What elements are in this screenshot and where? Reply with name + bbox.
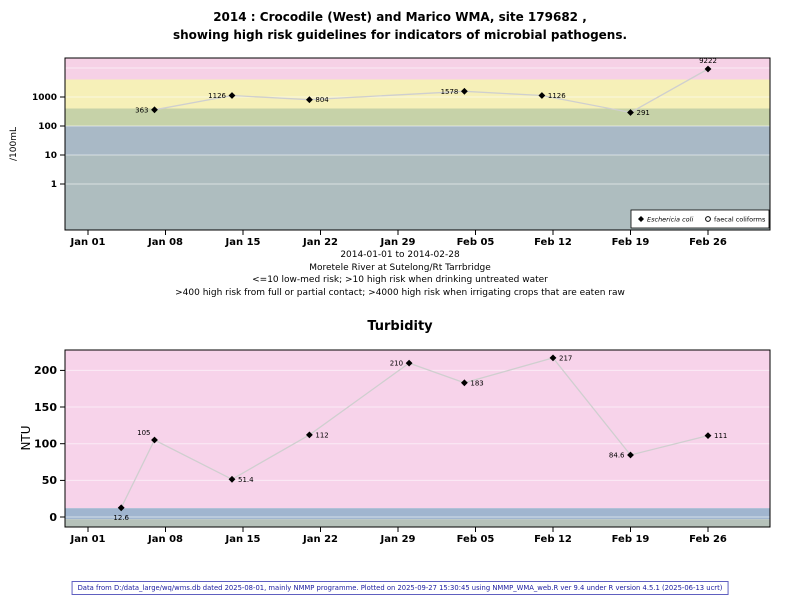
data-point-marker — [627, 451, 634, 459]
data-point-label: 183 — [470, 379, 483, 387]
caption-date-range: 2014-01-01 to 2014-02-28 — [340, 250, 460, 260]
data-point-marker — [117, 504, 125, 512]
data-point-marker — [627, 109, 634, 116]
data-point-marker — [151, 106, 158, 114]
data-point-marker — [461, 87, 468, 95]
data-point-label: 363 — [135, 106, 148, 114]
data-point-label: 217 — [559, 354, 572, 362]
risk-band — [65, 350, 770, 509]
legend-label: Eschericia coli — [647, 215, 693, 223]
x-tick-label: Jan 15 — [225, 237, 261, 248]
legend-open-circle-icon — [705, 216, 711, 222]
x-tick-label: Feb 19 — [612, 534, 650, 545]
x-tick-label: Feb 26 — [689, 534, 727, 545]
data-point-label: 9222 — [699, 57, 717, 65]
data-point-label: 12.6 — [113, 514, 129, 522]
data-point-label: 1126 — [208, 92, 226, 100]
plot-border — [64, 57, 771, 231]
x-tick-label: Jan 08 — [147, 534, 183, 545]
legend-label: faecal coliforms — [714, 215, 766, 223]
data-point-label: 291 — [637, 109, 650, 117]
risk-band — [65, 508, 770, 520]
turbidity-chart-title: Turbidity — [367, 319, 433, 334]
caption-site-name: Moretele River at Sutelong/Rt Tarrbridge — [309, 262, 491, 273]
x-tick-label: Feb 12 — [534, 237, 572, 248]
data-point-label: 112 — [315, 431, 328, 439]
x-tick-label: Feb 05 — [457, 237, 495, 248]
chart-microbial: Jan 01 Jan 08 Jan 15 Jan 22 Jan 29 Feb 05 Feb … — [9, 57, 771, 248]
microbial-chart-title: 2014 : Crocodile (West) and Marico WMA, … — [0, 8, 800, 44]
y-tick-label: 50 — [42, 474, 58, 487]
y-tick-label: 1000 — [32, 93, 57, 103]
caption-guideline-contact: >400 high risk from full or partial cont… — [175, 287, 625, 298]
x-tick-label: Jan 01 — [70, 534, 106, 545]
risk-band — [65, 108, 770, 126]
data-point-marker — [228, 92, 236, 99]
legend-box — [630, 209, 770, 229]
data-point-marker — [306, 431, 313, 439]
caption-guideline-drinking: <=10 low-med risk; >10 high risk when dr… — [252, 275, 548, 285]
x-tick-label: Feb 19 — [612, 237, 650, 248]
x-tick-label: Jan 01 — [70, 237, 106, 248]
x-tick-label: Feb 26 — [689, 237, 727, 248]
data-point-marker — [538, 92, 546, 99]
risk-band — [65, 126, 770, 155]
data-point-label: 111 — [714, 432, 727, 440]
data-point-marker — [228, 475, 236, 483]
data-point-marker — [151, 436, 158, 444]
footer-note: Data from D:/data_large/wq/wms.db dated … — [71, 581, 729, 595]
microbial-title-line-1: 2014 : Crocodile (West) and Marico WMA, … — [213, 10, 587, 24]
y-tick-label: 1 — [51, 180, 57, 190]
data-point-label: 210 — [390, 360, 403, 368]
y-tick-label: 150 — [34, 401, 57, 414]
data-point-marker — [461, 379, 468, 387]
data-point-marker — [704, 432, 712, 439]
legend-filled-diamond-icon — [638, 216, 644, 222]
x-tick-label: Jan 29 — [380, 237, 416, 248]
y-tick-label: 0 — [49, 511, 57, 524]
data-point-label: 84.6 — [609, 452, 625, 460]
x-tick-label: Jan 22 — [302, 237, 338, 248]
y-axis-label: NTU — [19, 425, 33, 450]
risk-band — [65, 58, 770, 80]
x-tick-label: Jan 15 — [225, 534, 261, 545]
x-tick-label: Jan 22 — [302, 534, 338, 545]
x-tick-label: Jan 29 — [380, 534, 416, 545]
microbial-title-line-2: showing high risk guidelines for indicat… — [172, 28, 628, 42]
data-point-label: 1126 — [548, 92, 566, 100]
data-point-label: 1578 — [441, 88, 459, 96]
x-tick-label: Feb 05 — [457, 534, 495, 545]
data-point-marker — [405, 359, 413, 367]
data-point-label: 804 — [315, 96, 329, 104]
data-point-marker — [704, 65, 712, 73]
plot-border — [64, 349, 771, 528]
microbial-chart-caption: 2014-01-01 to 2014-02-28 Moretele River … — [0, 249, 800, 299]
data-point-label: 105 — [137, 429, 150, 437]
data-point-label: 51.4 — [238, 476, 254, 484]
data-point-marker — [306, 96, 313, 104]
y-tick-label: 200 — [34, 364, 57, 377]
risk-band — [65, 519, 770, 527]
x-tick-label: Jan 08 — [147, 237, 183, 248]
y-tick-label: 100 — [34, 438, 57, 451]
y-tick-label: 10 — [44, 151, 57, 161]
data-point-marker — [549, 354, 557, 362]
x-tick-label: Feb 12 — [534, 534, 572, 545]
chart-turbidity: Jan 01 Jan 08 Jan 15 Jan 22 Jan 29 Feb 05 Feb … — [19, 349, 771, 545]
y-axis-label: /100mL — [9, 127, 19, 161]
y-tick-label: 100 — [38, 122, 57, 132]
